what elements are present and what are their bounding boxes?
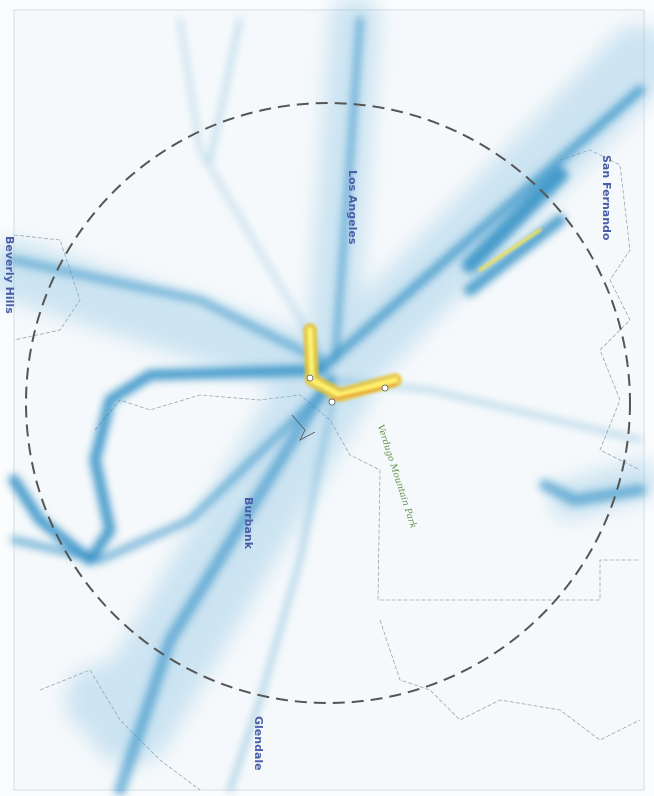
marker — [381, 384, 389, 392]
hotspot — [478, 228, 542, 272]
flow-haze — [65, 655, 175, 735]
flow-line — [208, 18, 242, 162]
place-label: San Fernando — [600, 155, 613, 241]
traffic-flows — [8, 16, 646, 796]
city-boundary — [379, 619, 641, 741]
flow-haze — [0, 240, 350, 400]
hotspot — [307, 327, 398, 398]
flow-line — [114, 374, 336, 796]
flow-line — [227, 387, 338, 793]
flow-line — [539, 479, 646, 506]
place-label: Beverly Hills — [3, 236, 16, 314]
marker — [306, 374, 314, 382]
flow-line — [315, 85, 645, 375]
river-flow — [8, 364, 326, 566]
place-label: Los Angeles — [346, 170, 359, 245]
place-label: Glendale — [252, 716, 265, 771]
airport-markers — [291, 374, 389, 441]
place-label: Burbank — [242, 497, 255, 550]
flow-line — [9, 255, 325, 365]
runway-outline — [291, 414, 316, 441]
city-boundary — [559, 149, 641, 471]
marker — [328, 398, 336, 406]
flow-line — [331, 16, 364, 364]
radius-circle — [25, 102, 631, 704]
flow-line — [10, 381, 334, 564]
flow-line — [464, 214, 566, 296]
flow-line — [462, 167, 568, 273]
flow-line — [178, 18, 332, 372]
flow-haze — [305, 0, 380, 395]
